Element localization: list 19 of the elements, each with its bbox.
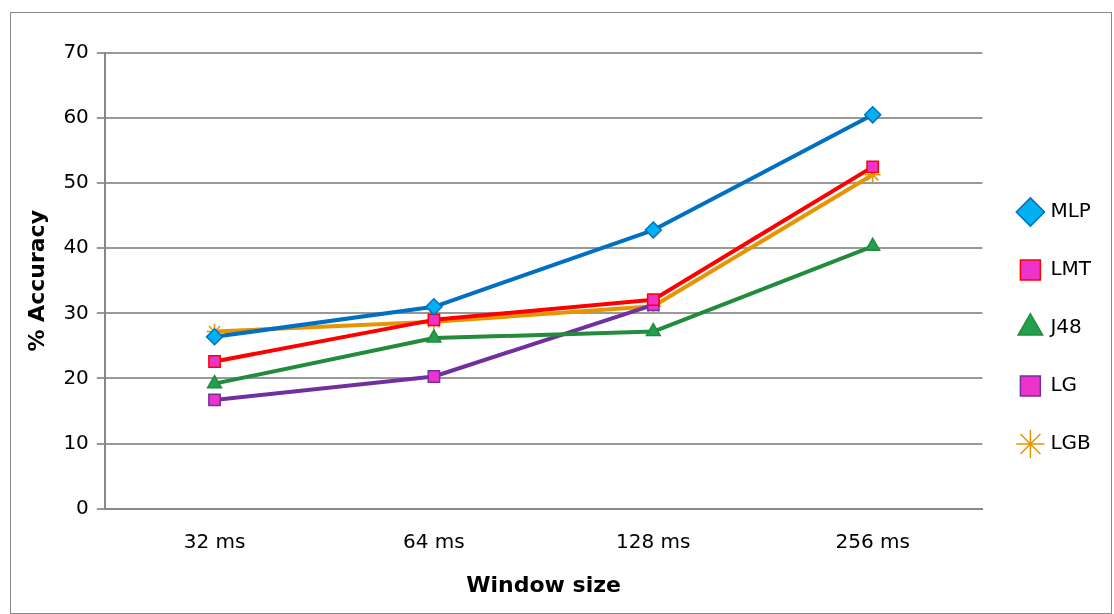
y-tick-label: 30 xyxy=(63,299,89,324)
legend-label: LMT xyxy=(1050,256,1092,281)
legend-label: LG xyxy=(1050,372,1078,397)
y-tick-label: 10 xyxy=(63,429,89,454)
x-tick-label: 64 ms xyxy=(403,528,465,553)
x-tick-label: 128 ms xyxy=(616,528,691,553)
x-tick-label: 32 ms xyxy=(183,528,246,553)
y-axis-title: % Accuracy xyxy=(23,210,49,352)
y-tick-label: 70 xyxy=(63,39,89,64)
y-tick-label: 20 xyxy=(63,364,89,389)
x-axis-title: Window size xyxy=(466,571,621,597)
y-tick-label: 50 xyxy=(63,169,89,194)
y-tick-label: 0 xyxy=(76,494,89,519)
x-tick-label: 256 ms xyxy=(835,528,910,553)
legend-label: J48 xyxy=(1048,314,1082,339)
legend-label: LGB xyxy=(1050,430,1091,455)
y-tick-label: 60 xyxy=(63,104,89,129)
y-tick-label: 40 xyxy=(63,234,89,259)
legend-label: MLP xyxy=(1050,198,1091,223)
